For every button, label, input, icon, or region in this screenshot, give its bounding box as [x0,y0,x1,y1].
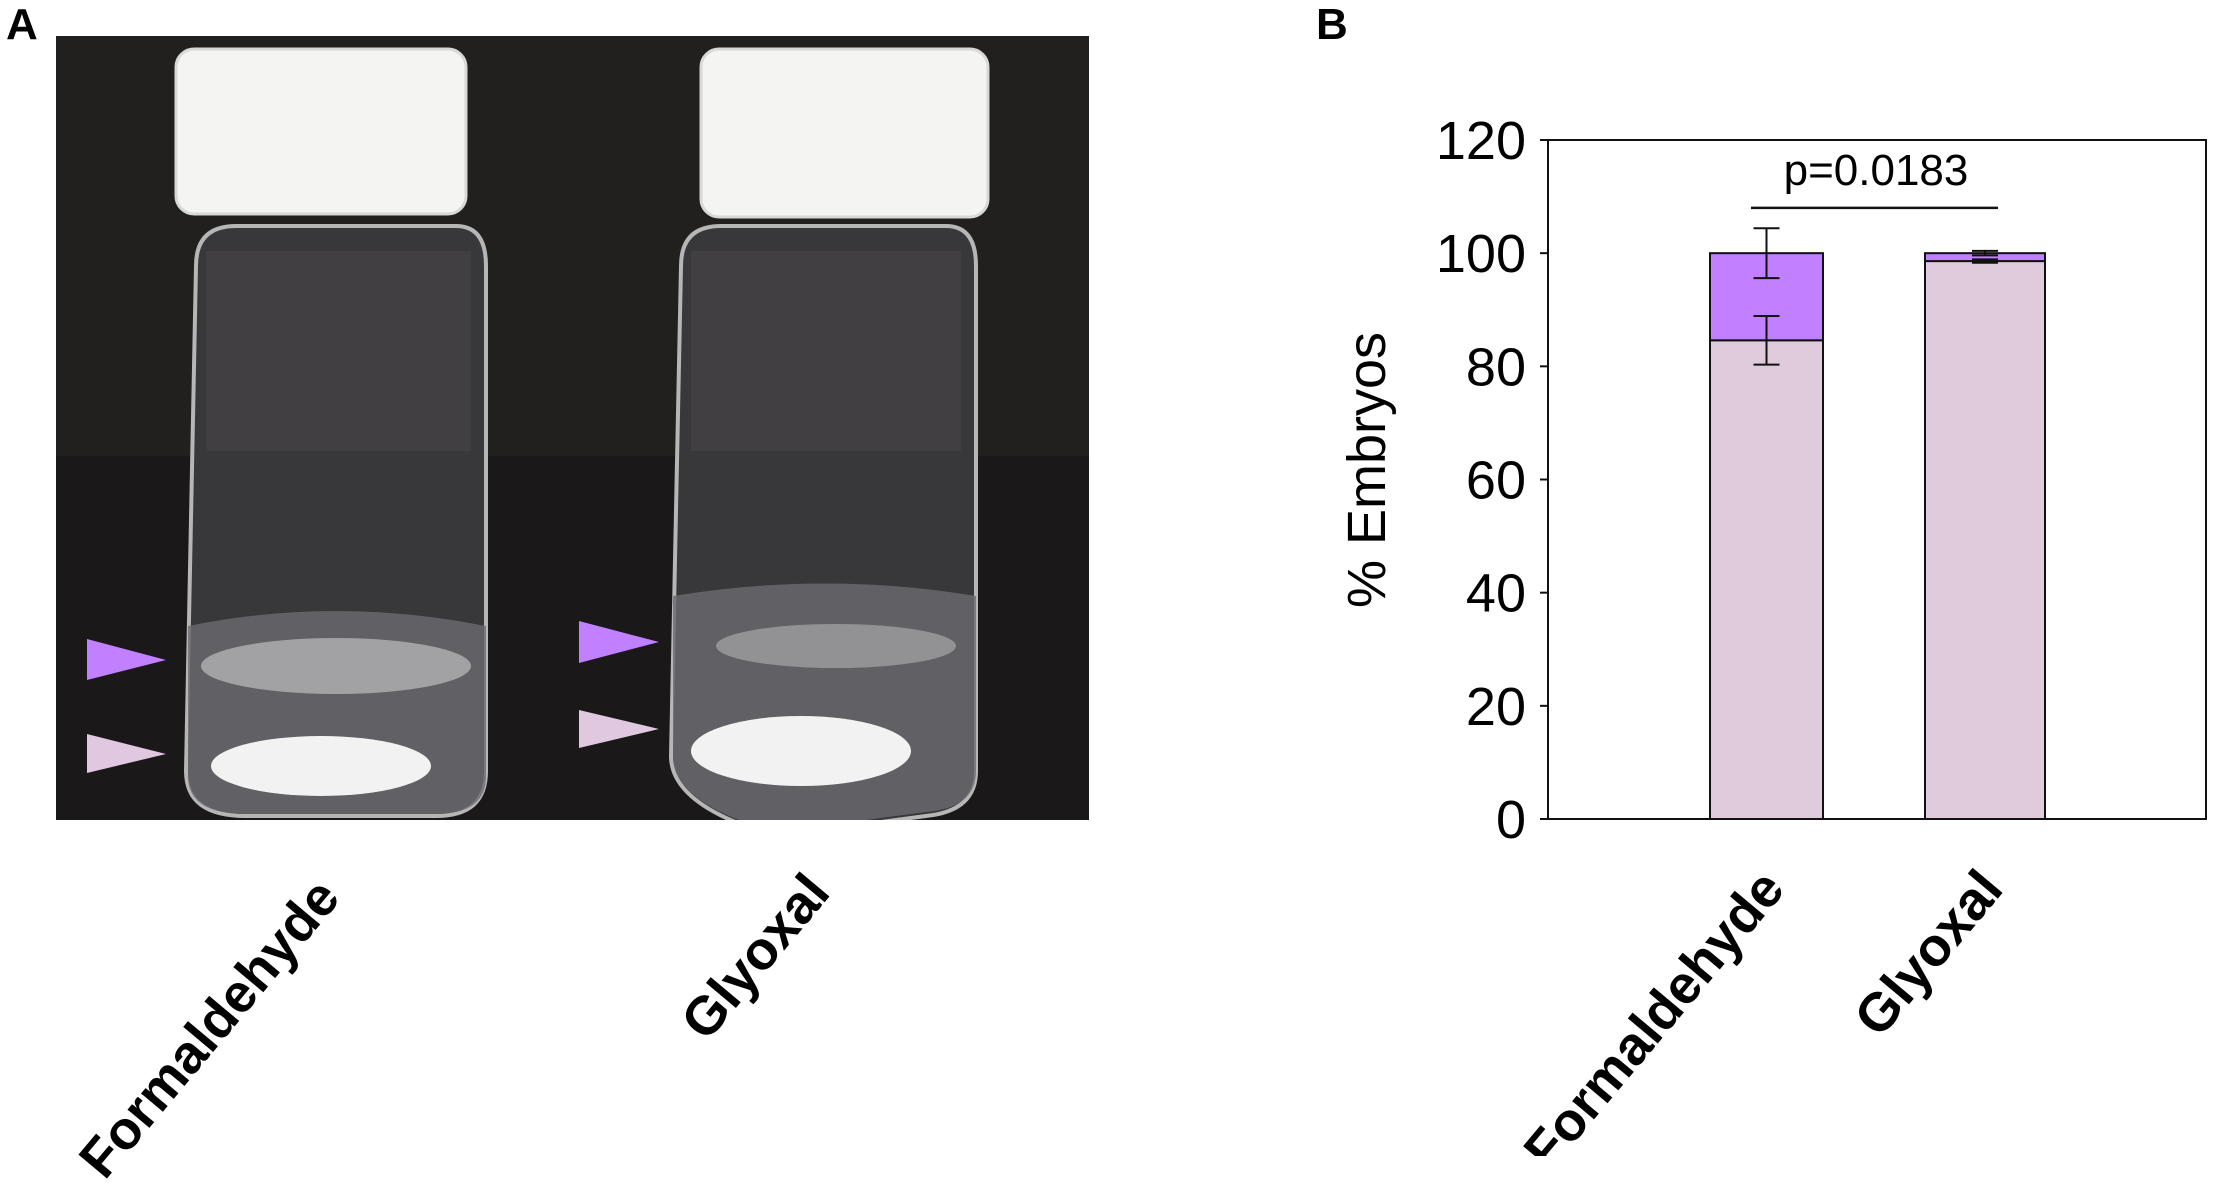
bar-segment-0 [1709,339,1824,820]
vials-photo [56,36,1089,820]
panel-a-letter: A [6,0,38,49]
p-value-label: p=0.0183 [1784,146,1969,195]
arrowhead-upper-icon [87,639,166,680]
formaldehyde-vial [174,47,488,818]
y-tick-label: 0 [1496,790,1526,850]
y-axis-label: % Embryos [1337,332,1397,608]
y-tick-label: 60 [1466,451,1526,511]
y-tick-label: 40 [1466,564,1526,624]
x-tick-label-1: Glyoxal [1843,859,2014,1047]
arrowhead-lower-icon [579,710,659,748]
plot-frame [1547,139,2207,820]
y-tick-label: 120 [1436,111,1526,171]
vial-cap [699,47,990,219]
stacked-bar-chart: Formaldehyde Glyoxal 0 20 40 60 80 100 120 % Embr… [1337,111,2207,1156]
y-tick-label: 20 [1466,677,1526,737]
bar-segment-0 [1924,260,2046,821]
panel-b-letter: B [1316,0,1348,49]
arrowhead-lower-icon [87,734,166,773]
arrowhead-upper-icon [579,621,659,663]
x-tick-label-0: Formaldehyde [1512,859,1795,1156]
vial-cap [174,47,468,216]
y-tick-label: 100 [1436,224,1526,284]
glyoxal-vial [668,47,990,820]
y-tick-label: 80 [1466,337,1526,397]
